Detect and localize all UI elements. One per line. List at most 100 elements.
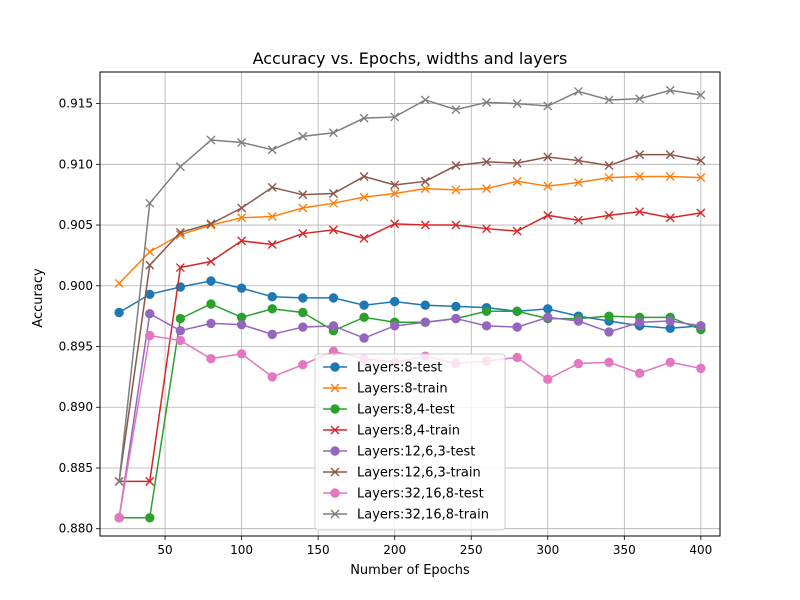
data-point-stroke [543, 101, 553, 111]
data-point-stroke [451, 185, 461, 195]
data-point [696, 321, 706, 331]
legend-marker [330, 362, 340, 372]
data-point [359, 171, 369, 181]
data-point [451, 220, 461, 230]
data-point [635, 150, 645, 160]
data-point [451, 105, 461, 115]
data-point [665, 171, 675, 181]
series-3 [114, 207, 706, 486]
legend-label: Layers:32,16,8-train [357, 508, 489, 523]
legend-marker [330, 488, 340, 498]
data-point [665, 213, 675, 223]
data-point [604, 311, 614, 321]
y-tick-label: 0.900 [59, 279, 93, 293]
data-point [665, 316, 675, 326]
data-point [482, 157, 492, 167]
data-point-stroke [206, 219, 216, 229]
data-point-stroke [635, 94, 645, 104]
data-point [696, 90, 706, 100]
data-point-stroke [635, 207, 645, 217]
legend-label: Layers:8-train [357, 382, 448, 397]
data-point [665, 357, 675, 368]
data-point [267, 304, 277, 314]
data-point-stroke [696, 90, 706, 100]
data-point-stroke [420, 95, 430, 105]
legend-item: Layers:8,4-train [323, 424, 460, 439]
data-point-stroke [451, 161, 461, 171]
data-point [420, 95, 430, 105]
data-point-stroke [573, 86, 583, 96]
data-point [512, 306, 522, 316]
data-point [543, 374, 553, 385]
data-point-stroke [635, 150, 645, 160]
data-point [665, 85, 675, 95]
data-point [359, 113, 369, 123]
data-point [543, 181, 553, 191]
data-point [481, 306, 492, 316]
data-point-stroke [696, 156, 706, 166]
data-point [236, 283, 247, 293]
legend-marker [330, 509, 340, 519]
data-point [206, 135, 216, 145]
data-point [451, 185, 461, 195]
data-point [175, 263, 185, 273]
data-point-stroke [482, 97, 492, 107]
data-point-stroke [114, 278, 124, 288]
data-point-stroke [665, 85, 675, 95]
data-point [267, 182, 277, 192]
data-point [451, 161, 461, 171]
data-point [420, 300, 431, 310]
series-1 [114, 171, 706, 288]
data-point-stroke [328, 198, 338, 208]
data-point [145, 198, 155, 208]
legend-label: Layers:12,6,3-test [357, 445, 475, 460]
data-point [573, 316, 584, 326]
data-point-stroke [298, 190, 308, 200]
series-line [118, 153, 702, 482]
legend-label: Layers:8,4-train [357, 424, 460, 439]
data-point [451, 301, 461, 312]
data-point-stroke [359, 171, 369, 181]
data-point-stroke [543, 152, 553, 162]
y-tick-label: 0.885 [59, 461, 93, 475]
data-point-stroke [696, 208, 706, 218]
data-point [298, 293, 308, 303]
series-line [119, 303, 702, 519]
data-point-stroke [390, 112, 400, 122]
data-point [573, 215, 583, 225]
legend-marker-stroke [330, 383, 340, 393]
data-point [543, 312, 553, 323]
data-point [573, 178, 583, 188]
data-point [512, 352, 522, 363]
data-point-stroke [573, 178, 583, 188]
data-point [114, 307, 124, 318]
data-point-stroke [298, 229, 308, 239]
data-point [175, 313, 186, 324]
data-point-stroke [635, 171, 645, 181]
data-point-stroke [543, 181, 553, 191]
legend-marker [330, 383, 340, 393]
data-point [114, 476, 124, 486]
data-point-stroke [451, 105, 461, 115]
data-point [206, 318, 216, 329]
data-point [328, 198, 338, 208]
data-point-stroke [359, 233, 369, 243]
data-point [359, 233, 369, 243]
data-point-stroke [175, 162, 185, 172]
y-tick-label: 0.880 [59, 522, 93, 536]
data-point-stroke [482, 224, 492, 234]
data-point-stroke [482, 184, 492, 194]
data-point-stroke [237, 236, 247, 246]
data-point [543, 304, 553, 314]
data-point [512, 158, 522, 168]
x-tick-label: 400 [689, 543, 712, 557]
x-axis-ticks: 50 100 150 200 250 300 350 400 [157, 536, 712, 557]
data-point [573, 86, 583, 96]
y-tick-label: 0.905 [59, 218, 93, 232]
data-point-stroke [237, 203, 247, 213]
data-point [267, 329, 277, 340]
x-tick-label: 250 [460, 543, 483, 557]
data-point-stroke [420, 220, 430, 230]
data-point-stroke [573, 215, 583, 225]
x-tick-label: 200 [383, 543, 406, 557]
